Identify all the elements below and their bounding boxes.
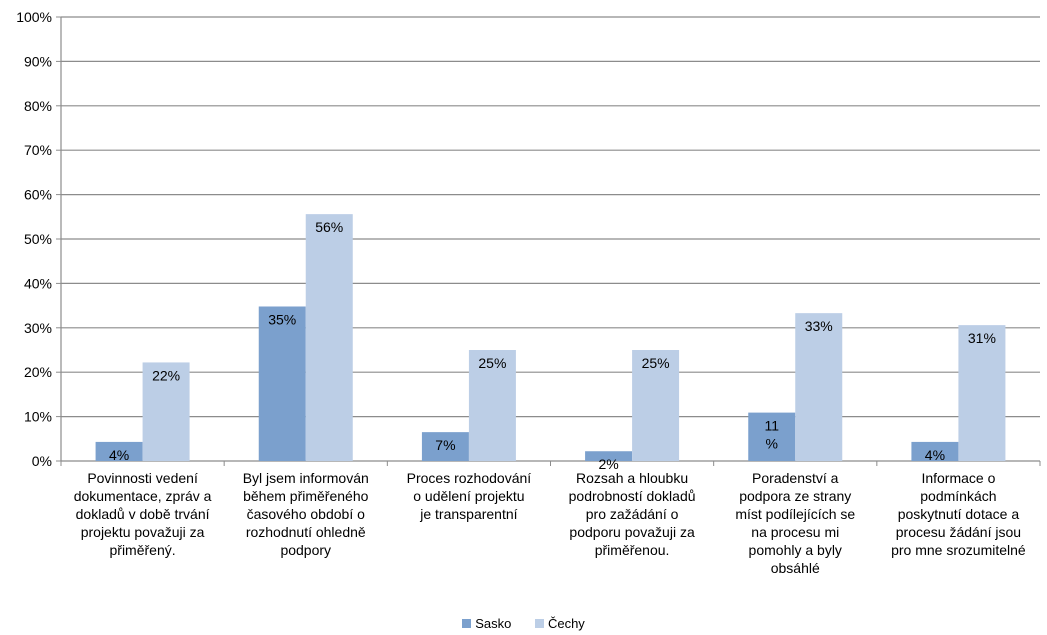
- x-category-label: Byl jsem informován během přiměřeného časo…: [242, 470, 369, 558]
- data-label: 35%: [268, 311, 296, 327]
- data-label: 11%: [764, 418, 779, 452]
- legend-item-sasko: Sasko: [462, 616, 511, 631]
- bar-sasko: [95, 441, 143, 461]
- data-label: 25%: [478, 355, 506, 371]
- bar-cechy: [305, 214, 353, 461]
- x-category-label: Rozsah a hloubku podrobností dokladů pro z…: [568, 470, 696, 558]
- data-label: 2%: [598, 456, 618, 472]
- y-tick-label: 0%: [32, 453, 52, 469]
- bar-cechy: [795, 313, 843, 461]
- y-tick-label: 20%: [24, 364, 52, 380]
- data-label: 22%: [152, 367, 180, 383]
- legend-swatch-cechy: [534, 619, 544, 629]
- bar-cechy: [468, 350, 516, 461]
- y-tick-label: 10%: [24, 409, 52, 425]
- bar-sasko: [748, 412, 796, 461]
- y-tick-label: 30%: [24, 320, 52, 336]
- y-tick-label: 100%: [16, 9, 52, 25]
- legend: Sasko Čechy: [0, 616, 1047, 631]
- legend-item-cechy: Čechy: [534, 616, 585, 631]
- x-category-label: Poradenství a podpora ze strany míst podíl…: [735, 470, 856, 576]
- y-tick-label: 70%: [24, 142, 52, 158]
- legend-label-sasko: Sasko: [475, 616, 512, 631]
- x-category-label: Povinnosti vedení dokumentace, zpráv a dok…: [73, 470, 212, 558]
- y-tick-label: 60%: [24, 187, 52, 203]
- data-label: 25%: [642, 355, 670, 371]
- x-category-label: Informace o podmínkách poskytnutí dotace a…: [891, 470, 1026, 558]
- bar-sasko: [421, 432, 469, 461]
- bar-sasko: [258, 306, 306, 461]
- data-label: 7%: [435, 437, 455, 453]
- legend-label-cechy: Čechy: [547, 616, 585, 631]
- bar-cechy: [142, 362, 190, 461]
- bar-cechy: [632, 350, 680, 461]
- bar-cechy: [958, 325, 1006, 461]
- y-tick-label: 50%: [24, 231, 52, 247]
- x-category-label: Proces rozhodování o udělení projektu je t…: [406, 470, 532, 522]
- data-label: 56%: [315, 219, 343, 235]
- y-tick-label: 40%: [24, 275, 52, 291]
- y-tick-label: 90%: [24, 53, 52, 69]
- data-label: 33%: [805, 318, 833, 334]
- data-label: 4%: [925, 447, 945, 463]
- bar-sasko: [585, 451, 633, 461]
- data-label: 4%: [109, 447, 129, 463]
- legend-swatch-sasko: [462, 619, 472, 629]
- data-label: 31%: [968, 330, 996, 346]
- y-tick-label: 80%: [24, 98, 52, 114]
- bar-sasko: [911, 441, 959, 461]
